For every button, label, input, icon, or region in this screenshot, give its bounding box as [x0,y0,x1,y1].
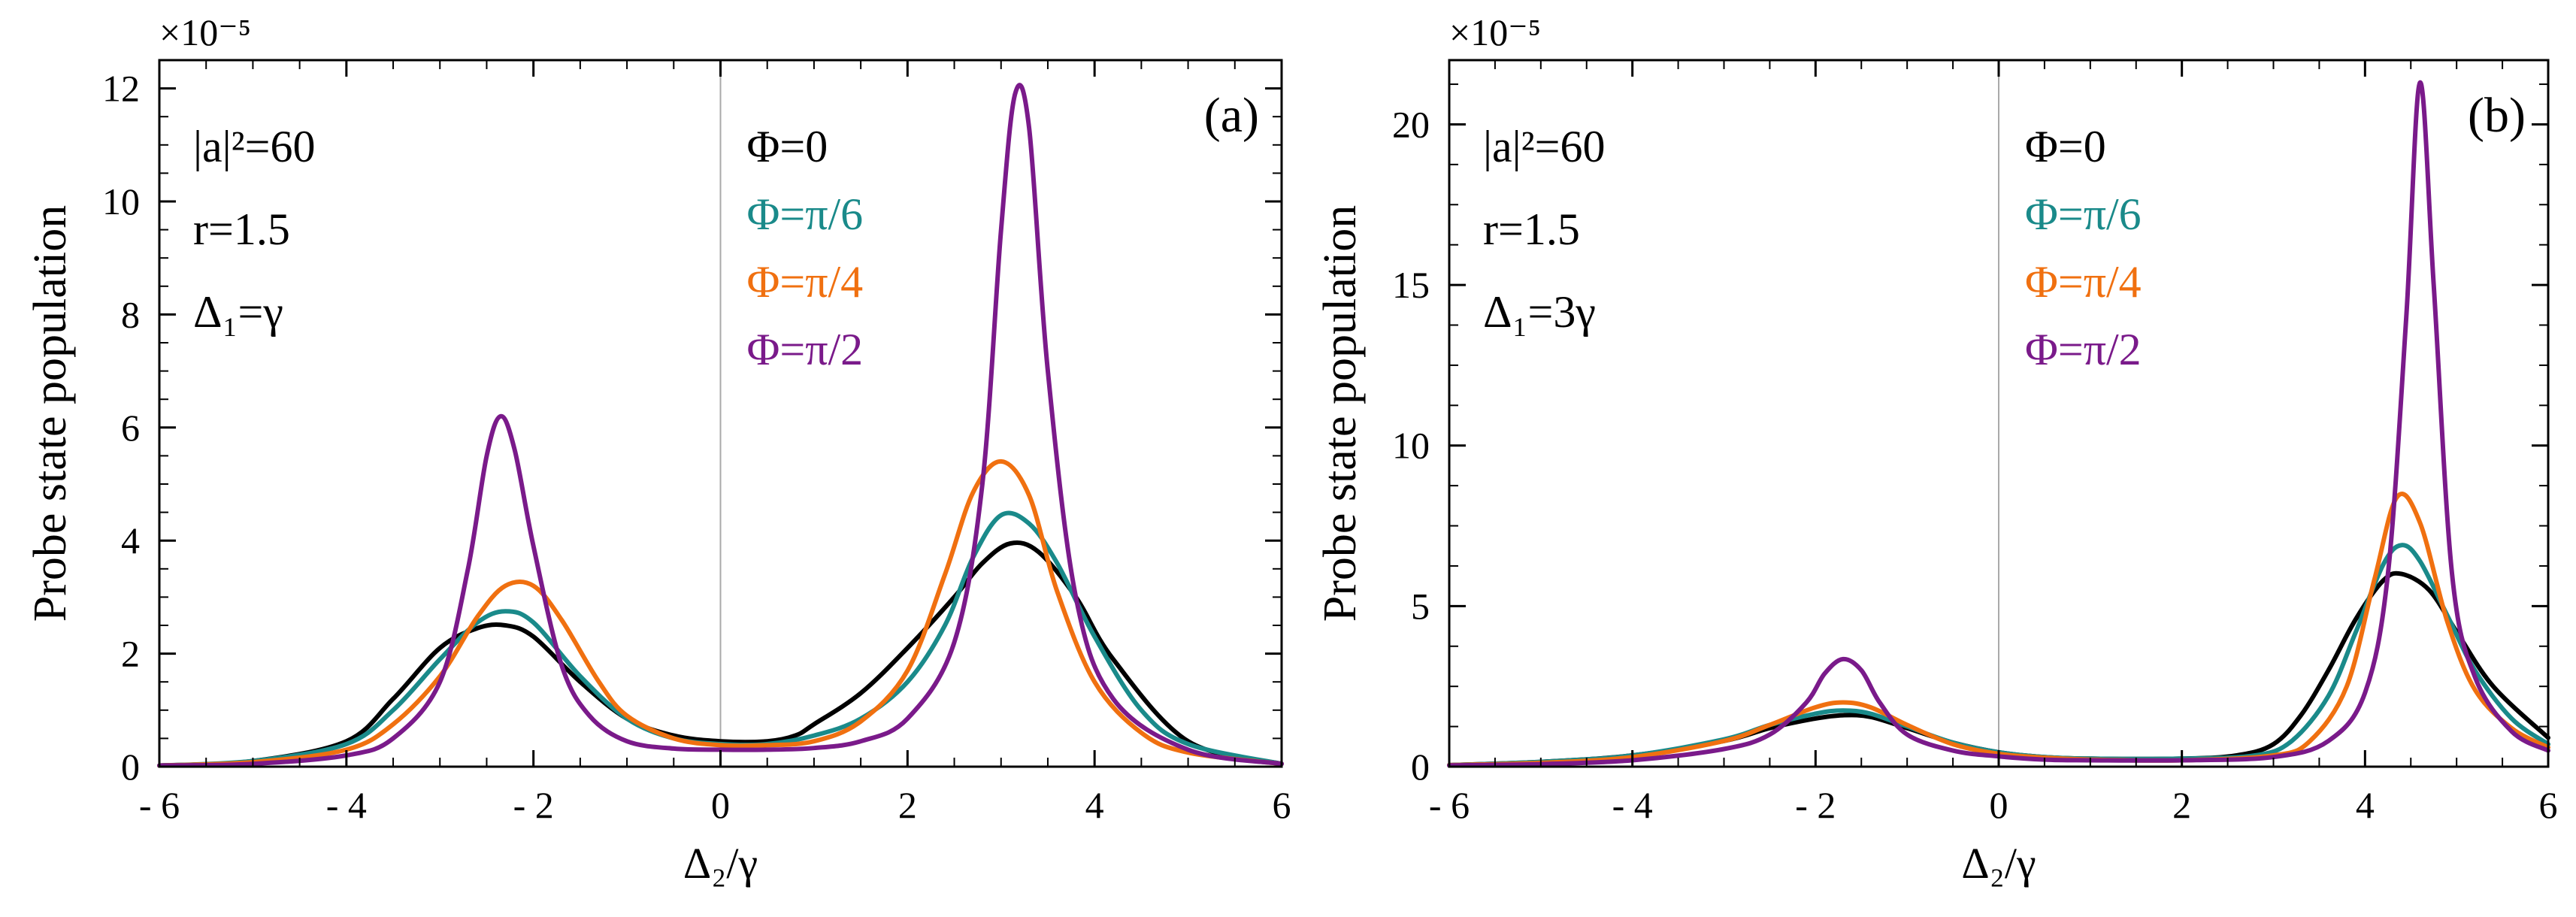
y-axis-label: Probe state population [25,205,76,622]
y-tick-label: 0 [121,746,140,788]
axis-multiplier: ×10⁻⁵ [1449,11,1541,53]
x-tick-label: - 6 [1429,784,1470,826]
parameter-annotation: Δ₁=3γ [1483,287,1596,337]
panel-label: (b) [2468,88,2526,143]
x-tick-label: - 4 [326,784,367,826]
x-tick-label: - 2 [1795,784,1836,826]
legend-entry: Φ=π/6 [2025,189,2142,239]
y-tick-label: 10 [102,180,140,222]
y-tick-label: 0 [1411,746,1430,788]
x-tick-label: 0 [711,784,730,826]
x-tick-label: 6 [1273,784,1291,826]
panel-a: - 6 - 4 - 2 0 2 4 6 0 2 4 6 8 10 12 ×10⁻⁵ Δ₂/γ Probe sta… [25,11,1291,888]
x-tick-label: - 2 [513,784,554,826]
parameter-annotation: r=1.5 [1483,204,1580,254]
x-tick-label: 4 [2356,784,2375,826]
x-tick-label: 2 [898,784,917,826]
y-axis-label: Probe state population [1315,205,1366,622]
y-tick-label: 15 [1392,264,1430,306]
legend-entry: Φ=π/2 [2025,325,2142,374]
series-line-3 [157,83,1284,768]
parameter-annotation: Δ₁=γ [193,287,283,337]
x-tick-label: 6 [2539,784,2558,826]
parameter-annotation: r=1.5 [193,204,290,254]
y-tick-label: 5 [1411,585,1430,627]
x-axis-label: Δ₂/γ [683,839,758,888]
series-line-0 [157,540,1284,768]
y-tick-label: 2 [121,633,140,675]
y-tick-label: 10 [1392,425,1430,467]
legend-entry: Φ=π/2 [747,325,864,374]
legend-entry: Φ=π/6 [747,189,864,239]
panel-label: (a) [1204,88,1259,143]
legend-entry: Φ=π/4 [747,257,864,307]
axis-multiplier: ×10⁻⁵ [159,11,251,53]
y-tick-label: 20 [1392,103,1430,145]
x-tick-label: - 4 [1612,784,1653,826]
series-line-2 [157,458,1284,768]
x-tick-label: - 6 [139,784,180,826]
x-tick-label: 0 [1990,784,2008,826]
x-tick-label: 2 [2172,784,2191,826]
legend-entry: Φ=0 [747,122,828,171]
parameter-annotation: |a|²=60 [1483,122,1605,171]
y-tick-label: 12 [102,68,140,110]
parameter-annotation: |a|²=60 [193,122,315,171]
x-tick-label: 4 [1085,784,1104,826]
y-tick-label: 6 [121,407,140,449]
legend-entry: Φ=0 [2025,122,2106,171]
y-tick-label: 4 [121,519,140,561]
x-axis-label: Δ₂/γ [1961,839,2036,888]
panel-b: - 6 - 4 - 2 0 2 4 6 0 5 10 15 20 ×10⁻⁵ Δ₂/γ Probe stat… [1315,11,2558,888]
y-tick-label: 8 [121,293,140,335]
legend-entry: Φ=π/4 [2025,257,2142,307]
